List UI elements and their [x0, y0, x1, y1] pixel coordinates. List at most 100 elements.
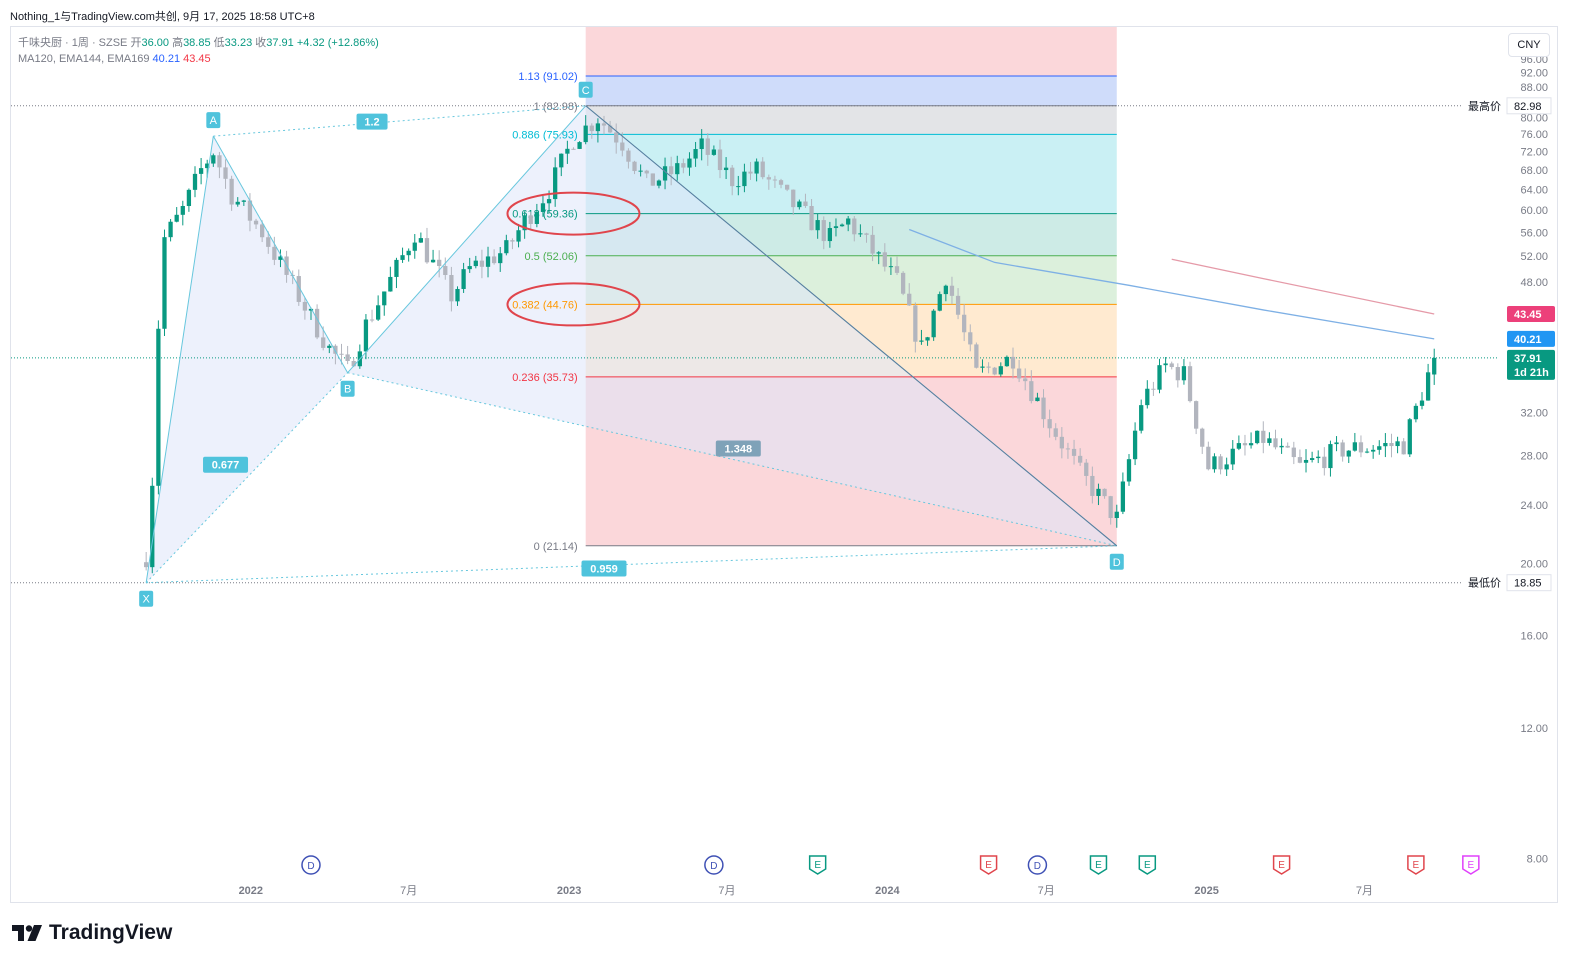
candle-body — [1206, 446, 1211, 470]
legend-ma-label: MA120, EMA144, EMA169 — [18, 53, 150, 65]
candle-body — [949, 285, 955, 296]
candle-body — [577, 142, 582, 149]
legend-close: 37.91 — [266, 37, 294, 49]
pattern-point-label: X — [142, 594, 150, 606]
candle-body — [900, 272, 906, 294]
price-tag-box — [1506, 574, 1552, 592]
candle-body — [699, 138, 704, 150]
fib-fill-top — [585, 27, 1117, 77]
candle-body — [852, 218, 857, 235]
candle-body — [962, 314, 967, 333]
candle-body — [650, 173, 655, 186]
candle-body — [333, 345, 338, 354]
earnings-event-icon — [1272, 855, 1291, 875]
candle-body — [1157, 365, 1162, 390]
candle-body — [858, 233, 863, 235]
candle-body — [717, 149, 723, 171]
candle-body — [1279, 445, 1284, 448]
candle-body — [455, 288, 460, 302]
legend-symbol: 千味央厨 · 1周 · SZSE — [18, 37, 128, 49]
price-tag-box — [1506, 97, 1552, 115]
tradingview-logo: TradingView — [12, 921, 172, 945]
candle-body — [748, 171, 753, 174]
candle-body — [540, 203, 546, 212]
candle-body — [351, 361, 356, 367]
candle-body — [730, 167, 735, 187]
candle-body — [723, 167, 729, 171]
candle-body — [907, 293, 912, 306]
ema169-line — [1171, 258, 1435, 315]
candle-body — [1316, 456, 1321, 459]
candle-body — [815, 220, 820, 231]
candle-body — [1291, 447, 1296, 458]
candle-body — [614, 132, 619, 143]
candle-body — [198, 168, 204, 174]
fib-level-label: 0 (21.14) — [534, 541, 578, 553]
candle-body — [1242, 443, 1248, 446]
pattern-point-label: C — [582, 85, 590, 97]
candle-body — [656, 180, 662, 186]
highlight-circle — [506, 282, 641, 327]
candle-body — [174, 214, 179, 222]
y-axis-tick: 56.00 — [1520, 227, 1548, 239]
legend-low: 33.23 — [224, 37, 253, 49]
pattern-xa-line — [145, 136, 214, 583]
earnings-event-label: E — [1095, 860, 1102, 871]
legend-open-label: 开 — [130, 37, 142, 49]
candle-body — [1303, 459, 1309, 463]
x-axis-tick: 2023 — [557, 885, 581, 897]
currency-button[interactable]: CNY — [1508, 33, 1550, 57]
candlestick-chart[interactable]: 1.13 (91.02) 1 (82.98) 0.886 (75.93) 0.618 … — [11, 27, 1557, 902]
candle-body — [1432, 357, 1437, 375]
candle-body — [595, 123, 601, 132]
candle-body — [266, 237, 271, 247]
candle-body — [272, 246, 277, 260]
pattern-point-badge — [206, 112, 221, 129]
earnings-event-icon — [808, 855, 827, 875]
candle-body — [510, 240, 515, 242]
candle-body — [1090, 475, 1095, 496]
candle-body — [1364, 451, 1370, 453]
candle-body — [601, 123, 607, 126]
y-axis-tick: 20.00 — [1520, 559, 1548, 571]
candle-body — [339, 353, 344, 355]
pattern-bc-line — [347, 105, 587, 374]
candle-body — [809, 205, 814, 231]
candle-body — [583, 125, 588, 143]
candle-body — [797, 201, 802, 208]
candle-body — [1377, 446, 1382, 450]
candle-body — [998, 366, 1003, 375]
candle-body — [705, 138, 710, 155]
candle-body — [1175, 367, 1180, 381]
candle-body — [1084, 462, 1089, 476]
fib-level-label: 0.618 (59.36) — [512, 209, 577, 221]
candle-body — [870, 234, 875, 254]
legend-ma-value-1: 40.21 — [152, 53, 181, 65]
pattern-point-label: D — [1113, 557, 1121, 569]
candle-body — [1340, 442, 1345, 457]
price-tag-box — [1507, 305, 1555, 322]
candle-body — [1194, 401, 1199, 429]
candle-body — [1108, 496, 1113, 519]
legend-change: +4.32 (+12.86%) — [296, 37, 379, 49]
candle-body — [1132, 430, 1138, 460]
candle-body — [1248, 443, 1254, 446]
candle-body — [217, 155, 222, 168]
candle-body — [1309, 458, 1315, 460]
candle-body — [662, 166, 668, 181]
candle-body — [1358, 442, 1364, 453]
y-axis-tick: 72.00 — [1520, 146, 1548, 158]
x-axis-tick: 7月 — [1038, 885, 1055, 897]
candle-body — [345, 354, 350, 362]
candle-body — [669, 166, 674, 175]
candle-body — [986, 366, 991, 368]
pattern-ratio-badge — [203, 456, 249, 473]
x-axis-tick: 7月 — [1356, 885, 1373, 897]
y-axis-tick: 48.00 — [1520, 277, 1548, 289]
chart-area[interactable]: 1.13 (91.02) 1 (82.98) 0.886 (75.93) 0.618 … — [10, 26, 1558, 903]
candle-body — [693, 149, 698, 159]
candle-body — [1297, 457, 1303, 463]
candle-body — [1065, 448, 1071, 450]
fib-level-label: 0.886 (75.93) — [512, 129, 577, 141]
candle-body — [235, 201, 240, 205]
